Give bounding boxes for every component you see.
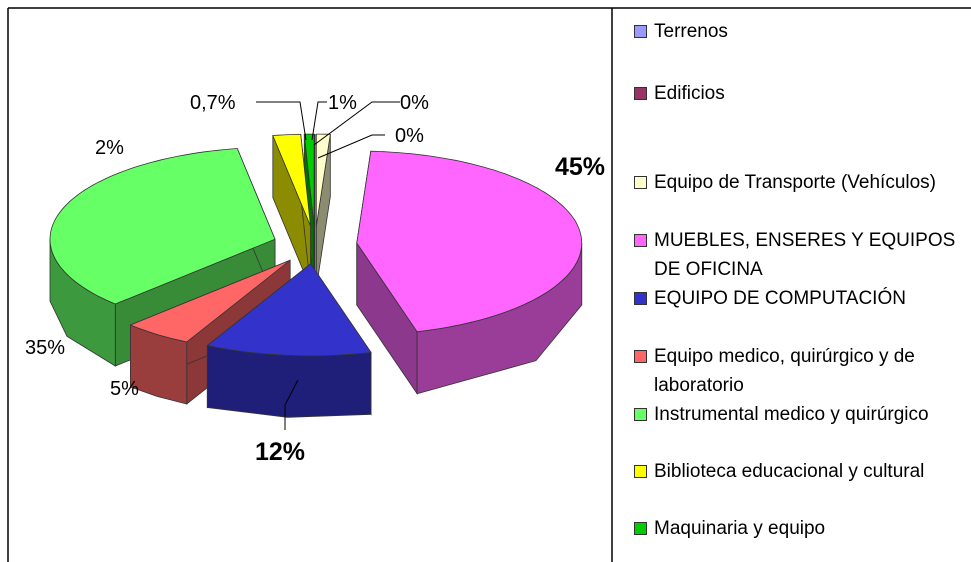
data-label: 0% xyxy=(400,92,429,114)
legend-item: Instrumental medico y quirúrgico xyxy=(632,400,962,429)
legend-item: Equipo de Transporte (Vehículos) xyxy=(632,168,962,197)
slice xyxy=(315,133,331,289)
legend-label: Instrumental medico y quirúrgico xyxy=(654,404,929,425)
legend-swatch xyxy=(634,87,647,100)
legend-item: Edificios xyxy=(632,79,962,108)
legend-swatch xyxy=(634,408,647,421)
data-label: 2% xyxy=(95,137,124,159)
legend-label: EQUIPO DE COMPUTACIÓN xyxy=(654,288,906,309)
slice xyxy=(206,262,372,418)
slice-top xyxy=(206,263,372,357)
slice-top xyxy=(49,148,276,305)
legend-item: MUEBLES, ENSERES Y EQUIPOS DE OFICINA xyxy=(632,226,962,284)
legend-swatch xyxy=(634,176,647,189)
data-label: 35% xyxy=(25,337,65,359)
legend-label: Equipo de Transporte (Vehículos) xyxy=(654,172,937,193)
legend-label: Equipo medico, quirúrgico y de laborator… xyxy=(654,346,915,396)
legend-label: Edificios xyxy=(654,83,725,104)
legend-label: Terrenos xyxy=(654,21,728,42)
legend-swatch xyxy=(634,234,647,247)
data-label: 0,7% xyxy=(190,92,236,114)
slice-top xyxy=(356,150,583,333)
leader-line xyxy=(311,101,327,141)
legend-label: Maquinaria y equipo xyxy=(654,518,826,539)
data-label: 45% xyxy=(555,153,605,181)
legend-label: Biblioteca educacional y cultural xyxy=(654,461,925,482)
data-label: 0% xyxy=(395,125,424,147)
leader-line xyxy=(313,101,400,146)
legend-item: Equipo medico, quirúrgico y de laborator… xyxy=(632,342,962,400)
legend-swatch xyxy=(634,292,647,305)
legend-swatch xyxy=(634,465,647,478)
legend-label: MUEBLES, ENSERES Y EQUIPOS DE OFICINA xyxy=(654,230,956,280)
legend-item: EQUIPO DE COMPUTACIÓN xyxy=(632,284,962,313)
leader-lines xyxy=(256,101,400,430)
leader-line xyxy=(256,101,307,141)
data-label: 12% xyxy=(255,438,305,466)
slice xyxy=(356,150,583,395)
slice-top xyxy=(129,259,291,343)
legend-swatch xyxy=(634,25,647,38)
legend-item: Terrenos xyxy=(632,17,962,46)
leader-line xyxy=(284,379,299,430)
slice-wall xyxy=(206,345,372,418)
legend-swatch xyxy=(634,350,647,363)
pie xyxy=(49,133,583,418)
leader-line xyxy=(317,134,385,159)
legend-swatch xyxy=(634,522,647,535)
slice-top xyxy=(272,133,311,227)
data-label: 5% xyxy=(110,378,139,400)
legend-item: Maquinaria y equipo xyxy=(632,514,962,543)
data-label: 1% xyxy=(328,92,357,114)
slice-top xyxy=(303,133,315,227)
legend-item: Biblioteca educacional y cultural xyxy=(632,457,962,486)
